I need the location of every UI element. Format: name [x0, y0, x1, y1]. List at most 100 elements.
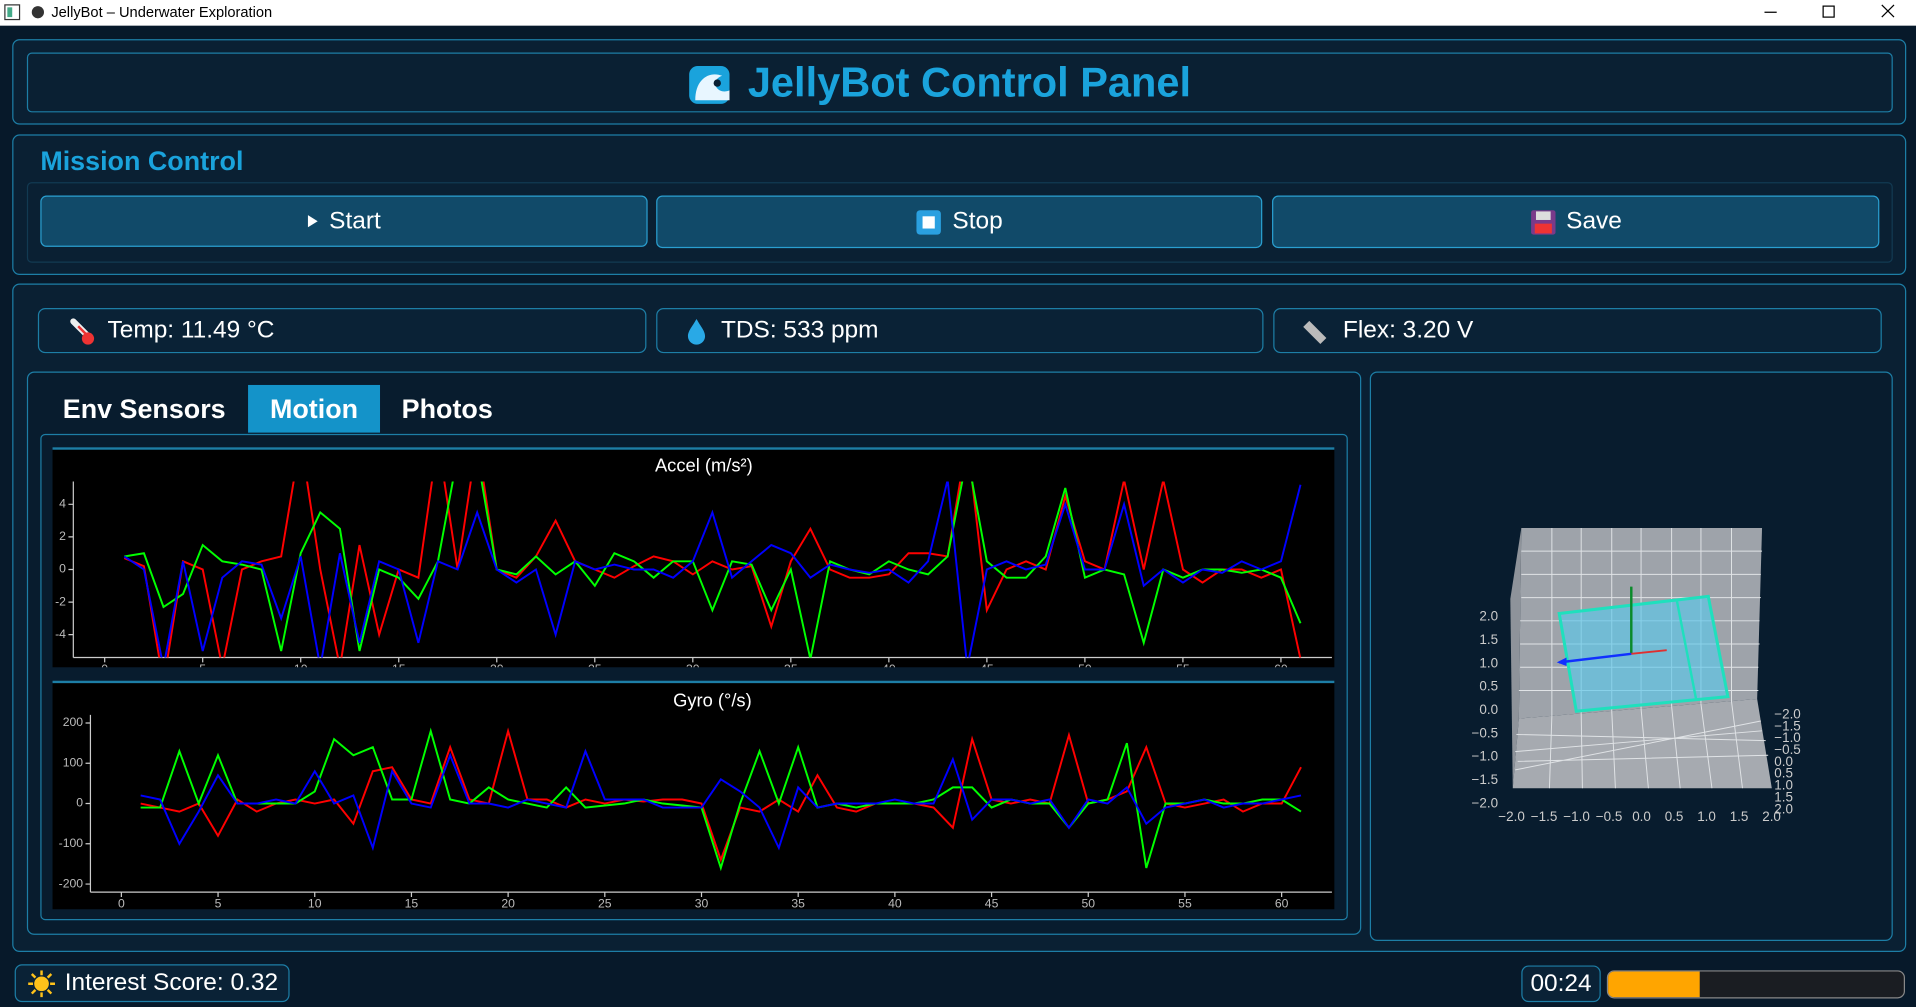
x-tick-label: 0.5: [1665, 809, 1684, 824]
title-bar: JellyBot – Underwater Exploration: [0, 0, 1916, 26]
side-wall: [1510, 527, 1522, 789]
y-tick-label: −1.0: [1774, 730, 1801, 745]
save-label: Save: [1566, 207, 1622, 235]
y-tick-label: 0.0: [1774, 754, 1793, 769]
x-tick-label: 35: [784, 662, 798, 667]
z-tick-label: −1.0: [1472, 749, 1499, 764]
thermometer-icon: [70, 317, 95, 345]
interest-label: Interest Score: 0.32: [64, 969, 279, 997]
header-box: [26, 52, 1893, 113]
maximize[interactable]: [1822, 5, 1835, 18]
x-tick-label: 1.5: [1730, 809, 1749, 824]
start-button[interactable]: Start: [40, 195, 648, 247]
y-tick-label: 0.5: [1774, 766, 1793, 781]
gyro-chart: Gyro (°/s) -200 -100 0 100 200 0 5 10 15 20 25 30 35 4…: [52, 680, 1335, 910]
stop-button[interactable]: Stop: [656, 195, 1263, 249]
tab[interactable]: Photos: [401, 392, 493, 424]
tds-label: TDS: 533 ppm: [720, 316, 879, 344]
z-tick-label: 0.0: [1479, 702, 1498, 717]
y-tick-label: −0.5: [1774, 742, 1801, 757]
x-tick-label: 35: [791, 897, 805, 910]
y-arrowhead: [1556, 657, 1567, 667]
z-tick-label: −2.0: [1472, 795, 1499, 810]
save-icon: [1530, 209, 1556, 235]
x-tick-label: 5: [215, 897, 222, 910]
x-tick-label: 0.0: [1632, 809, 1651, 824]
chart-title: Gyro (°/s): [673, 689, 752, 710]
x-tick-label: 45: [980, 662, 994, 667]
accel-chart: Accel (m/s²)-4-2024051015202530354045505…: [52, 447, 1335, 668]
header-title: JellyBot Control Panel: [747, 59, 1192, 107]
app-icon-part: [7, 7, 13, 18]
series-line: [140, 748, 1302, 852]
x-tick-label: 55: [1176, 662, 1190, 667]
series-line: [140, 727, 1302, 872]
x-tick-label: 40: [888, 897, 902, 910]
drop-icon: [687, 318, 706, 345]
temp-label: Temp: 11.49 °C: [107, 316, 275, 344]
y-arrow: [1559, 652, 1632, 664]
stop-label: Stop: [952, 207, 1003, 235]
orientation-plot: 2.01.51.00.50.0−0.5−1.0−1.5−2.0−2.0 −1.5−…: [1472, 527, 1801, 824]
temp-sensor: Temp: 11.49 °C: [37, 307, 647, 354]
x-tick-label: 30: [695, 897, 709, 910]
y-tick-label: 2.0: [1774, 801, 1793, 816]
x-tick-label: −2.0: [1498, 809, 1525, 824]
z-tick-label: −1.5: [1472, 772, 1499, 787]
x-tick-label: −0.5: [1596, 809, 1623, 824]
chart-container: [40, 433, 1348, 921]
mission-title: Mission Control: [40, 145, 244, 176]
x-tick-label: 20: [501, 897, 515, 910]
z-tick-label: −0.5: [1472, 725, 1499, 740]
progress-fill: [1608, 971, 1700, 998]
x-tick-label: −1.5: [1531, 809, 1558, 824]
wave-icon-eye: [713, 79, 721, 87]
x-tick-label: 60: [1275, 897, 1289, 910]
y-tick-label: -4: [55, 627, 66, 641]
x-tick-label: 0: [118, 897, 125, 910]
x-tick-label: 1.0: [1697, 809, 1716, 824]
z-tick-label: 1.0: [1479, 655, 1498, 670]
body-edge: [1675, 598, 1698, 700]
tds-sensor: TDS: 533 ppm: [656, 307, 1264, 354]
x-tick-label: 40: [882, 662, 896, 667]
series-line: [140, 727, 1302, 863]
sun-icon: [28, 969, 55, 997]
x-tick-label: 55: [1178, 897, 1192, 910]
floor: [1512, 699, 1772, 789]
save-button[interactable]: Save: [1272, 195, 1880, 249]
y-tick-label: -100: [59, 836, 84, 850]
flex-label: Flex: 3.20 V: [1342, 316, 1474, 344]
tab[interactable]: Motion: [248, 384, 381, 433]
chart-title: Accel (m/s²): [655, 455, 753, 476]
z-tick-label: 2.0: [1479, 609, 1498, 624]
y-tick-label: 100: [63, 755, 84, 769]
flex-sensor: Flex: 3.20 V: [1273, 307, 1882, 354]
z-tick-label: 0.5: [1479, 679, 1498, 694]
x-tick-label: −1.0: [1563, 809, 1590, 824]
x-tick-label: 10: [294, 662, 308, 667]
timer-box: 00:24: [1521, 965, 1601, 1003]
close[interactable]: [1881, 4, 1895, 18]
y-tick-label: 0: [59, 562, 66, 576]
stop-icon: [916, 209, 942, 235]
series-line: [123, 481, 1302, 658]
y-tick-label: 200: [63, 715, 84, 729]
x-tick-label: 15: [405, 897, 419, 910]
y-tick-label: -200: [59, 876, 84, 890]
y-tick-label: 2: [59, 529, 66, 543]
play-icon: [308, 215, 319, 228]
x-arrow: [1631, 649, 1667, 655]
x-tick-label: 50: [1078, 662, 1092, 667]
x-tick-label: 45: [985, 897, 999, 910]
progress-bar: [1606, 970, 1906, 999]
x-tick-label: 20: [490, 662, 504, 667]
y-tick-label: 4: [59, 497, 66, 511]
y-tick-label: −2.0: [1774, 706, 1801, 721]
x-tick-label: 50: [1081, 897, 1095, 910]
x-tick-label: 30: [686, 662, 700, 667]
window-title: JellyBot – Underwater Exploration: [51, 3, 273, 21]
tab[interactable]: Env Sensors: [62, 392, 226, 424]
wave-icon: [689, 65, 730, 104]
